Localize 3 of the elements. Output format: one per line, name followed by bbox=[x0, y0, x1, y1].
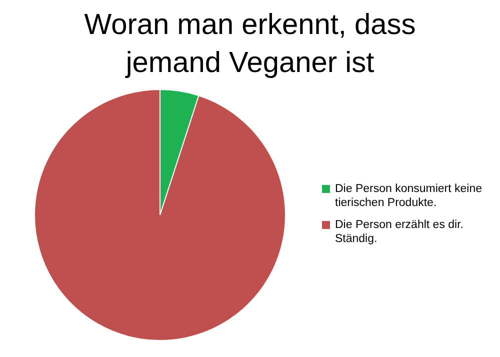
legend-label: Die Person erzählt es dir. Ständig. bbox=[335, 218, 464, 246]
chart-title: Woran man erkennt, dass jemand Veganer ist bbox=[83, 8, 417, 81]
legend-label: Die Person konsumiert keine tierischen Produkte. bbox=[335, 182, 484, 210]
